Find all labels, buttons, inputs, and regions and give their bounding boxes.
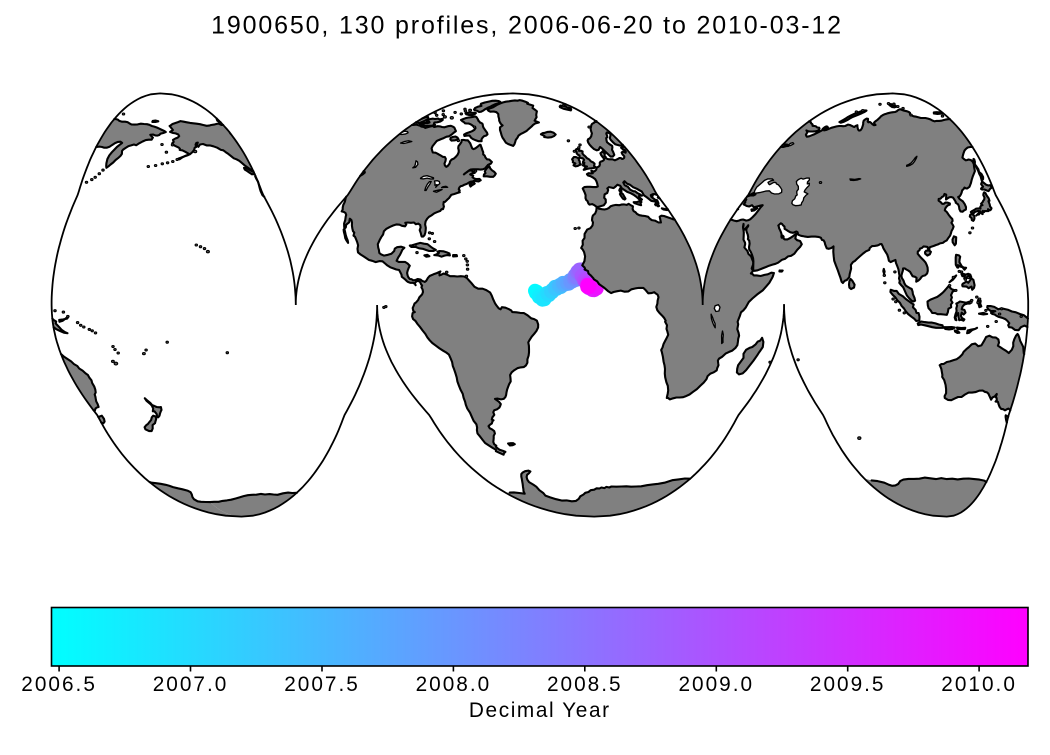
svg-text:2008.0: 2008.0 bbox=[416, 673, 492, 696]
svg-text:2006.5: 2006.5 bbox=[21, 673, 97, 696]
svg-text:Decimal Year: Decimal Year bbox=[469, 699, 611, 722]
svg-text:2008.5: 2008.5 bbox=[547, 673, 623, 696]
svg-text:2007.0: 2007.0 bbox=[153, 673, 229, 696]
svg-text:2009.5: 2009.5 bbox=[810, 673, 886, 696]
svg-text:1900650, 130 profiles, 2006-06: 1900650, 130 profiles, 2006-06-20 to 201… bbox=[211, 12, 843, 40]
svg-text:2007.5: 2007.5 bbox=[284, 673, 360, 696]
svg-text:2009.0: 2009.0 bbox=[678, 673, 754, 696]
svg-text:2010.0: 2010.0 bbox=[941, 673, 1017, 696]
